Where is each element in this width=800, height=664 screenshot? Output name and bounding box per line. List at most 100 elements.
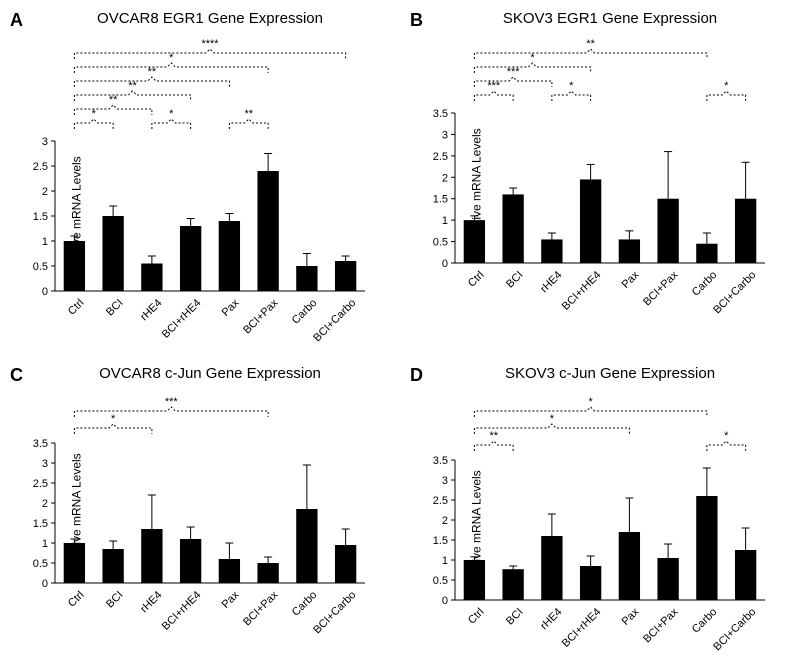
significance-bracket [474, 441, 513, 451]
x-tick-label: BCI+rHE4 [159, 297, 203, 341]
y-axis-label: Relative mRNA Levels [470, 470, 484, 589]
y-tick-label: 1 [42, 236, 48, 248]
panel-title: OVCAR8 EGR1 Gene Expression [30, 10, 390, 27]
y-tick-label: 1 [442, 215, 448, 227]
significance-label: * [111, 413, 116, 425]
panel-letter: A [10, 10, 23, 31]
x-tick-label: rHE4 [538, 269, 564, 295]
bar [619, 239, 640, 263]
y-tick-label: 0 [42, 286, 48, 298]
bar [696, 496, 717, 600]
bar [219, 221, 240, 291]
x-tick-label: Carbo [690, 269, 720, 299]
significance-label: ** [128, 80, 137, 92]
x-tick-label: BCI+Pax [641, 606, 680, 645]
significance-bracket [474, 77, 552, 87]
significance-bracket [229, 119, 268, 129]
x-tick-label: Ctrl [466, 269, 487, 290]
significance-bracket [152, 119, 191, 129]
significance-label: * [724, 80, 729, 92]
x-tick-label: Pax [220, 297, 242, 319]
x-tick-label: BCI [504, 606, 525, 627]
significance-label: ** [586, 38, 595, 50]
bar [296, 509, 317, 583]
bar [619, 532, 640, 600]
y-axis-label: Relative mRNA Levels [470, 128, 484, 247]
panel-letter: B [410, 10, 423, 31]
x-axis-labels: CtrlBCIrHE4BCI+rHE4PaxBCI+PaxCarboBCI+Ca… [455, 267, 780, 327]
y-tick-label: 2.5 [433, 495, 448, 507]
bar-chart: 00.511.522.533.5***** [455, 384, 765, 604]
significance-label: *** [507, 66, 521, 78]
y-tick-label: 0 [442, 258, 448, 270]
y-tick-label: 1.5 [433, 194, 448, 206]
bar [541, 536, 562, 600]
significance-label: ** [148, 66, 157, 78]
significance-label: * [550, 413, 555, 425]
y-tick-label: 3.5 [433, 108, 448, 120]
significance-label: ** [109, 94, 118, 106]
x-tick-label: BCI+Pax [241, 589, 280, 628]
x-tick-label: BCI [104, 589, 125, 610]
bar-chart: 00.511.522.533.5*********** [455, 29, 765, 267]
significance-label: *** [165, 396, 179, 408]
significance-bracket [74, 49, 345, 59]
x-tick-label: BCI+Pax [641, 269, 680, 308]
x-tick-label: Pax [620, 606, 642, 628]
bar [502, 194, 523, 263]
x-tick-label: rHE4 [538, 606, 564, 632]
x-tick-label: Ctrl [66, 297, 87, 318]
bar [580, 566, 601, 600]
significance-label: * [569, 80, 574, 92]
x-tick-label: Carbo [690, 606, 720, 636]
bar [735, 199, 756, 263]
bar [219, 559, 240, 583]
bar-chart: 00.511.522.53*************** [55, 29, 365, 295]
y-tick-label: 1 [42, 538, 48, 550]
significance-bracket [707, 91, 746, 101]
bar [657, 199, 678, 263]
x-tick-label: rHE4 [138, 297, 164, 323]
x-tick-label: BCI+rHE4 [159, 589, 203, 633]
x-tick-label: Pax [620, 269, 642, 291]
y-tick-label: 0.5 [433, 575, 448, 587]
panel-a: AOVCAR8 EGR1 Gene ExpressionRelative mRN… [10, 10, 390, 355]
significance-label: ** [489, 430, 498, 442]
panel-letter: C [10, 365, 23, 386]
bar [141, 264, 162, 292]
significance-bracket [552, 91, 591, 101]
y-tick-label: 1.5 [33, 211, 48, 223]
bar [696, 244, 717, 263]
significance-bracket [74, 424, 152, 434]
significance-bracket [474, 91, 513, 101]
x-axis-labels: CtrlBCIrHE4BCI+rHE4PaxBCI+PaxCarboBCI+Ca… [55, 295, 380, 355]
x-tick-label: rHE4 [138, 589, 164, 615]
y-tick-label: 3 [442, 129, 448, 141]
x-tick-label: BCI [504, 269, 525, 290]
bar [180, 226, 201, 291]
x-tick-label: Pax [220, 589, 242, 611]
significance-bracket [474, 49, 707, 59]
significance-bracket [74, 407, 268, 417]
significance-label: * [588, 396, 593, 408]
x-axis-labels: CtrlBCIrHE4BCI+rHE4PaxBCI+PaxCarboBCI+Ca… [55, 587, 380, 647]
x-tick-label: BCI+Pax [241, 297, 280, 336]
figure-grid: A OVCAR8 EGR1 Gene Expression Relative mRN… [10, 10, 790, 630]
bar [180, 539, 201, 583]
bar [580, 179, 601, 263]
y-tick-label: 3 [42, 136, 48, 148]
panel-b: BSKOV3 EGR1 Gene ExpressionRelative mRNA… [410, 10, 790, 355]
chart-box: Relative mRNA Levels00.511.522.53*******… [55, 29, 380, 295]
y-tick-label: 2 [442, 172, 448, 184]
y-tick-label: 2 [442, 515, 448, 527]
significance-bracket [474, 63, 590, 73]
x-tick-label: BCI+rHE4 [559, 269, 603, 313]
bar [102, 549, 123, 583]
bar [657, 558, 678, 600]
y-tick-label: 2.5 [33, 161, 48, 173]
y-tick-label: 0.5 [33, 261, 48, 273]
significance-label: * [169, 108, 174, 120]
y-axis-label: Relative mRNA Levels [70, 453, 84, 572]
y-tick-label: 2 [42, 498, 48, 510]
x-axis-labels: CtrlBCIrHE4BCI+rHE4PaxBCI+PaxCarboBCI+Ca… [455, 604, 780, 664]
